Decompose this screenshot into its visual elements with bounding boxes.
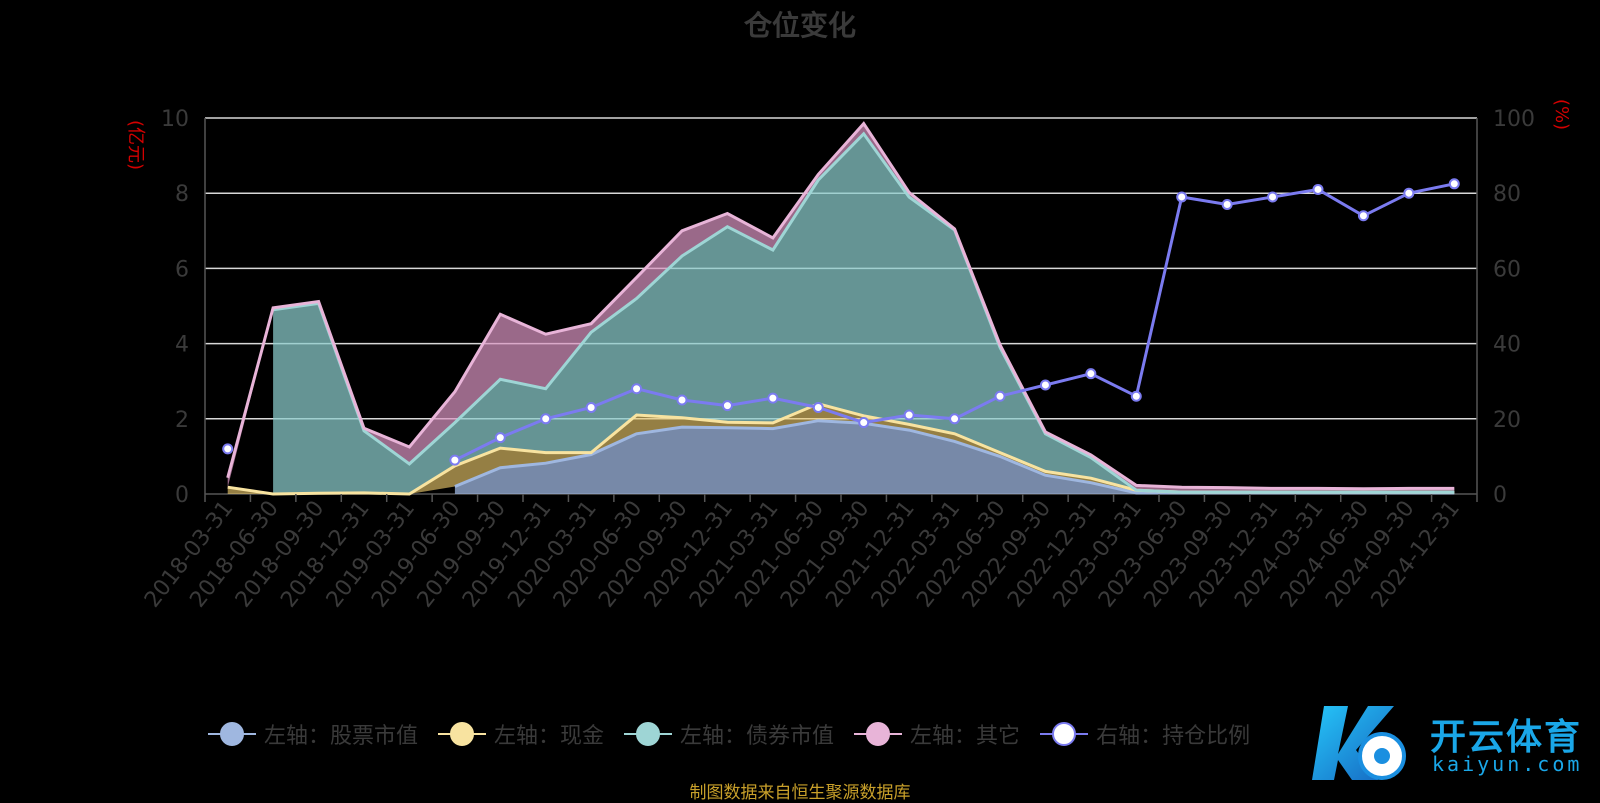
brand-logo: 开云体育 kaiyun.com bbox=[1312, 700, 1592, 784]
point-右轴：持仓比例 bbox=[1357, 210, 1369, 222]
logo-text: 开云体育 bbox=[1430, 717, 1583, 758]
left-tick-label: 2 bbox=[175, 408, 189, 433]
point-右轴：持仓比例 bbox=[1267, 191, 1279, 203]
point-右轴：持仓比例 bbox=[903, 409, 915, 421]
point-右轴：持仓比例 bbox=[812, 402, 824, 414]
legend-label: 左轴：债券市值 bbox=[680, 724, 835, 749]
chart-title: 仓位变化 bbox=[743, 9, 856, 42]
right-axis-unit: (%) bbox=[1551, 98, 1573, 131]
left-axis-unit: (亿元) bbox=[125, 119, 147, 171]
kaiyun-logo-icon bbox=[1312, 706, 1406, 780]
legend-item[interactable]: 左轴：股票市值 bbox=[208, 718, 418, 750]
right-tick-label: 20 bbox=[1493, 408, 1521, 433]
point-右轴：持仓比例 bbox=[1448, 178, 1460, 190]
point-右轴：持仓比例 bbox=[1085, 368, 1097, 380]
point-右轴：持仓比例 bbox=[540, 413, 552, 425]
point-右轴：持仓比例 bbox=[1130, 390, 1142, 402]
point-右轴：持仓比例 bbox=[994, 390, 1006, 402]
right-tick-label: 100 bbox=[1493, 107, 1535, 132]
right-tick-label: 60 bbox=[1493, 257, 1521, 282]
legend-label: 右轴：持仓比例 bbox=[1096, 724, 1251, 749]
right-tick-label: 80 bbox=[1493, 182, 1521, 207]
legend-symbol-icon bbox=[854, 721, 903, 747]
point-右轴：持仓比例 bbox=[631, 383, 643, 395]
data-source-note: 制图数据来自恒生聚源数据库 bbox=[689, 783, 911, 803]
legend-item[interactable]: 右轴：持仓比例 bbox=[1040, 718, 1250, 750]
legend-symbol-icon bbox=[1040, 721, 1089, 747]
point-右轴：持仓比例 bbox=[949, 413, 961, 425]
point-右轴：持仓比例 bbox=[449, 454, 461, 466]
point-右轴：持仓比例 bbox=[1221, 198, 1233, 210]
legend-item[interactable]: 左轴：现金 bbox=[438, 718, 604, 750]
legend-symbol-icon bbox=[208, 721, 256, 747]
legend-item[interactable]: 左轴：债券市值 bbox=[624, 718, 834, 750]
point-右轴：持仓比例 bbox=[585, 402, 597, 414]
point-右轴：持仓比例 bbox=[494, 432, 506, 444]
area-左轴：债券市值 bbox=[273, 133, 1455, 495]
right-tick-label: 40 bbox=[1493, 333, 1521, 358]
legend-label: 左轴：其它 bbox=[910, 724, 1021, 749]
chart-legend: 左轴：股票市值 左轴：现金 左轴：债券市值 左轴：其它 右轴：持仓比例 bbox=[208, 718, 1250, 750]
point-右轴：持仓比例 bbox=[1312, 183, 1324, 195]
point-右轴：持仓比例 bbox=[767, 392, 779, 404]
point-右轴：持仓比例 bbox=[222, 443, 234, 455]
series-lines bbox=[222, 121, 1460, 496]
legend-label: 左轴：股票市值 bbox=[264, 724, 419, 749]
left-tick-label: 0 bbox=[175, 483, 189, 508]
line-左轴：债券市值 bbox=[272, 131, 1455, 494]
point-右轴：持仓比例 bbox=[858, 417, 870, 429]
left-tick-label: 6 bbox=[175, 257, 189, 282]
point-右轴：持仓比例 bbox=[721, 400, 733, 412]
position-chart: 02468100204060801002018-03-312018-06-302… bbox=[140, 107, 1535, 612]
legend-symbol-icon bbox=[624, 721, 673, 747]
line-左轴：其它 bbox=[226, 121, 1455, 491]
stacked-areas bbox=[227, 123, 1455, 495]
point-右轴：持仓比例 bbox=[676, 394, 688, 406]
legend-symbol-icon bbox=[438, 721, 487, 747]
legend-label: 左轴：现金 bbox=[494, 724, 605, 749]
point-右轴：持仓比例 bbox=[1403, 187, 1415, 199]
left-tick-label: 4 bbox=[175, 333, 189, 358]
legend-item[interactable]: 左轴：其它 bbox=[854, 718, 1020, 750]
area-左轴：股票市值 bbox=[454, 420, 1455, 494]
left-tick-label: 8 bbox=[175, 182, 189, 207]
logo-url: kaiyun.com bbox=[1432, 752, 1583, 776]
point-右轴：持仓比例 bbox=[1039, 379, 1051, 391]
point-右轴：持仓比例 bbox=[1176, 191, 1188, 203]
right-tick-label: 0 bbox=[1493, 483, 1507, 508]
left-tick-label: 10 bbox=[161, 107, 189, 132]
